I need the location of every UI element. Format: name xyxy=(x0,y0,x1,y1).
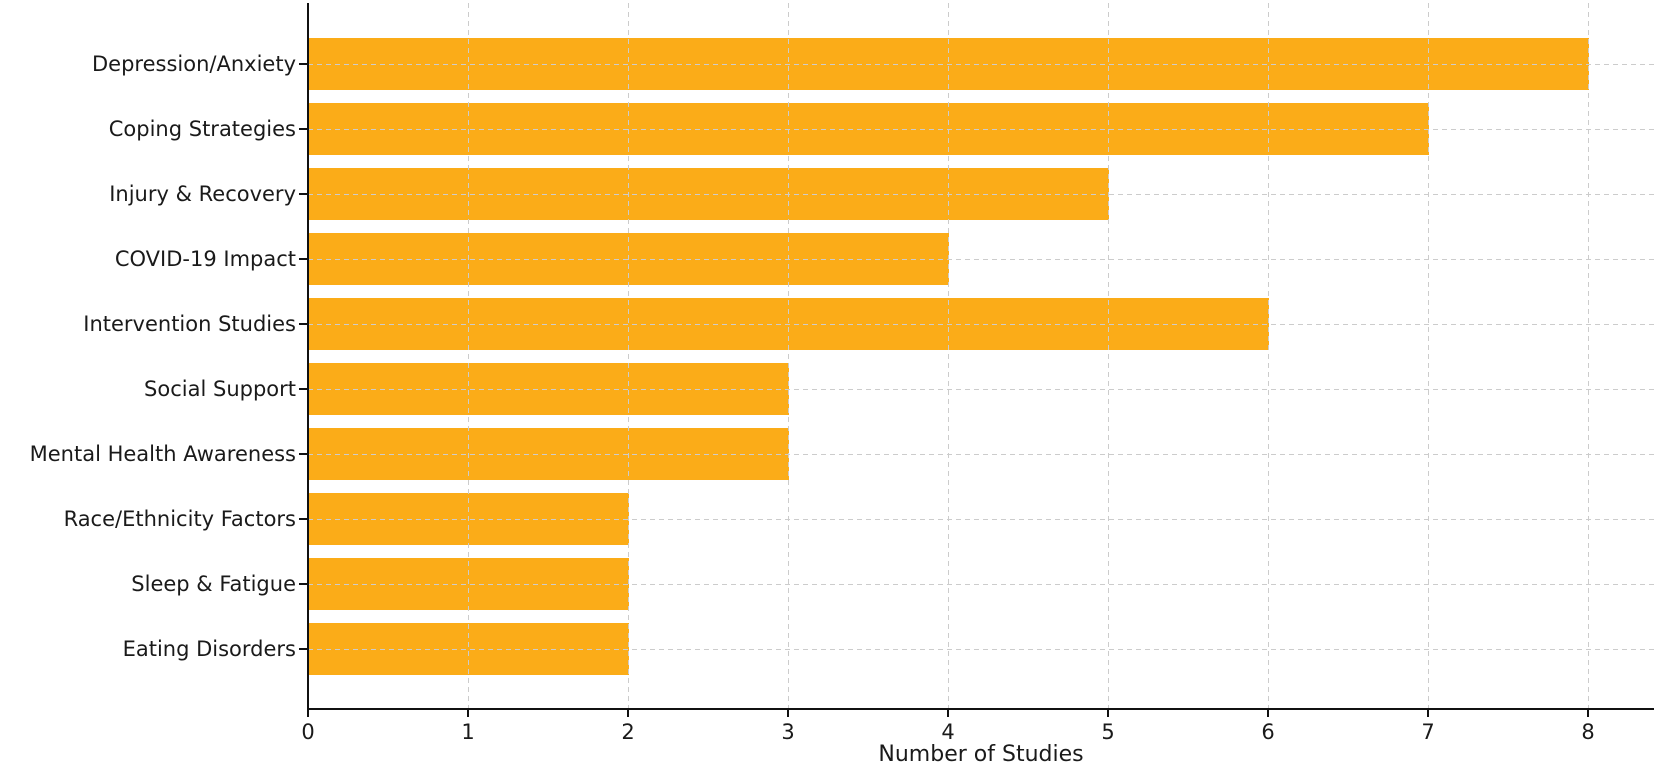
y-category-label-9: Eating Disorders xyxy=(122,637,296,661)
x-tick-label-1: 1 xyxy=(461,720,475,744)
y-category-label-7: Race/Ethnicity Factors xyxy=(63,507,296,531)
x-axis-title: Number of Studies xyxy=(878,742,1084,767)
x-axis-line xyxy=(307,708,1654,710)
gridline-vertical-5 xyxy=(1108,3,1109,708)
gridline-horizontal-7 xyxy=(308,519,1654,520)
x-tick-mark-3 xyxy=(787,708,789,717)
x-tick-mark-6 xyxy=(1267,708,1269,717)
y-tick-mark-4 xyxy=(299,323,308,325)
y-tick-mark-6 xyxy=(299,453,308,455)
y-category-label-5: Social Support xyxy=(144,377,296,401)
gridline-vertical-7 xyxy=(1428,3,1429,708)
x-tick-label-5: 5 xyxy=(1101,720,1115,744)
y-tick-mark-0 xyxy=(299,63,308,65)
y-tick-mark-3 xyxy=(299,258,308,260)
x-tick-mark-8 xyxy=(1587,708,1589,717)
gridline-horizontal-0 xyxy=(308,64,1654,65)
gridline-vertical-6 xyxy=(1268,3,1269,708)
x-tick-label-2: 2 xyxy=(621,720,635,744)
gridline-vertical-1 xyxy=(468,3,469,708)
gridline-horizontal-6 xyxy=(308,454,1654,455)
x-tick-mark-4 xyxy=(947,708,949,717)
y-category-label-1: Coping Strategies xyxy=(108,117,296,141)
x-tick-mark-1 xyxy=(467,708,469,717)
x-tick-label-8: 8 xyxy=(1581,720,1595,744)
y-tick-mark-8 xyxy=(299,583,308,585)
x-tick-label-6: 6 xyxy=(1261,720,1275,744)
gridline-vertical-2 xyxy=(628,3,629,708)
y-category-label-0: Depression/Anxiety xyxy=(92,52,296,76)
gridline-vertical-8 xyxy=(1588,3,1589,708)
y-category-label-2: Injury & Recovery xyxy=(109,182,296,206)
y-category-label-3: COVID-19 Impact xyxy=(114,247,296,271)
y-category-label-6: Mental Health Awareness xyxy=(29,442,296,466)
x-tick-label-3: 3 xyxy=(781,720,795,744)
gridline-horizontal-1 xyxy=(308,129,1654,130)
gridline-horizontal-8 xyxy=(308,584,1654,585)
x-tick-label-4: 4 xyxy=(941,720,955,744)
gridline-vertical-3 xyxy=(788,3,789,708)
x-tick-mark-0 xyxy=(307,708,309,717)
y-tick-mark-7 xyxy=(299,518,308,520)
x-tick-mark-2 xyxy=(627,708,629,717)
x-tick-label-0: 0 xyxy=(301,720,315,744)
y-axis-line xyxy=(307,3,309,709)
y-tick-mark-1 xyxy=(299,128,308,130)
gridline-horizontal-9 xyxy=(308,649,1654,650)
gridline-horizontal-2 xyxy=(308,194,1654,195)
x-tick-mark-7 xyxy=(1427,708,1429,717)
y-category-label-4: Intervention Studies xyxy=(83,312,296,336)
x-tick-label-7: 7 xyxy=(1421,720,1435,744)
y-tick-mark-5 xyxy=(299,388,308,390)
gridline-horizontal-3 xyxy=(308,259,1654,260)
gridline-vertical-4 xyxy=(948,3,949,708)
y-tick-mark-9 xyxy=(299,648,308,650)
gridline-horizontal-5 xyxy=(308,389,1654,390)
y-category-label-8: Sleep & Fatigue xyxy=(131,572,296,596)
y-tick-mark-2 xyxy=(299,193,308,195)
x-tick-mark-5 xyxy=(1107,708,1109,717)
gridline-horizontal-4 xyxy=(308,324,1654,325)
